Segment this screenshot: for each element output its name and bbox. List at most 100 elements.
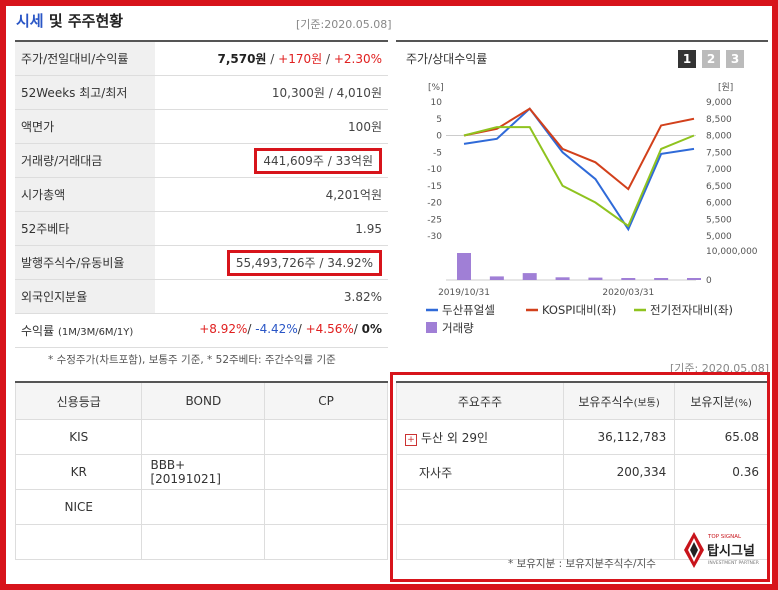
shares-header-label: 보유주식수	[578, 394, 634, 409]
volume-tick-label: 10,000,000	[706, 247, 758, 257]
holder-ratio: 65.08	[674, 419, 768, 455]
chart-page-2-button[interactable]: 2	[702, 50, 720, 68]
credit-header: 신용등급	[14, 381, 143, 420]
info-row: 수익률 (1M/3M/6M/1Y) +8.92%/ -4.42%/ +4.56%…	[15, 313, 388, 348]
credit-bond: BBB+ [20191021]	[141, 454, 266, 490]
shares-header-sub: (보통)	[633, 397, 660, 409]
credit-cp	[264, 524, 388, 560]
info-value: 10,300원 / 4,010원	[155, 75, 388, 110]
topsignal-logo-mark: TOP SIGNAL 탑시그널 INVESTMENT PARTNER	[684, 532, 759, 568]
info-value: 7,570원 / +170원 / +2.30%	[155, 40, 388, 76]
volume-bar	[457, 253, 471, 280]
change-value: +170원	[278, 52, 323, 66]
chart-page-3-button[interactable]: 3	[726, 50, 744, 68]
credit-header-row: 신용등급 BOND CP	[14, 381, 388, 420]
sep: /	[266, 52, 279, 66]
base-date: [기준:2020.05.08]	[296, 18, 392, 31]
info-row: 액면가 100원	[15, 109, 388, 144]
chart-title: 주가/상대수익률	[406, 52, 488, 66]
holder-shares: 200,334	[562, 454, 676, 490]
x-tick-label: 2020/03/31	[602, 288, 654, 298]
volume-bar	[654, 278, 669, 280]
info-label: 거래량/거래대금	[15, 143, 155, 178]
series-lines	[463, 107, 695, 232]
left-tick-label: 0	[436, 132, 442, 142]
right-axis-unit: [원]	[718, 82, 733, 93]
holder-name: 두산 외 29인	[421, 430, 489, 445]
rate-value: +2.30%	[333, 52, 382, 66]
major-shareholders-table: 주요주주 보유주식수(보통) 보유지분(%) + 두산 외 29인 36,112,…	[396, 381, 768, 560]
info-label: 52주베타	[15, 211, 155, 246]
holder-name	[396, 524, 564, 560]
return-1y: 0%	[361, 322, 382, 336]
volume-axis-ticks: 10,000,000 0	[446, 247, 758, 286]
return-6m: +4.56%	[305, 322, 354, 336]
info-row: 주가/전일대비/수익률 7,570원 / +170원 / +2.30%	[15, 40, 388, 76]
shares-header: 보유주식수(보통)	[562, 381, 676, 420]
right-tick-label: 9,000	[706, 98, 732, 108]
expand-plus-icon[interactable]: +	[405, 433, 417, 446]
info-row: 52주베타 1.95	[15, 211, 388, 246]
holders-header-row: 주요주주 보유주식수(보통) 보유지분(%)	[396, 381, 768, 420]
legend-label: 거래량	[442, 321, 474, 335]
holder-ratio: 0.36	[674, 454, 768, 490]
legend-label: 전기전자대비(좌)	[650, 303, 733, 317]
info-row: 거래량/거래대금 441,609주 / 33억원	[15, 143, 388, 178]
credit-cp	[264, 419, 388, 455]
right-tick-label: 7,000	[706, 165, 732, 175]
sep: /	[322, 52, 334, 66]
info-value: 1.95	[155, 211, 388, 246]
chart-page-1-button[interactable]: 1	[678, 50, 696, 68]
right-tick-label: 6,500	[706, 182, 732, 192]
left-tick-label: 10	[431, 98, 443, 108]
left-tick-label: -15	[427, 182, 442, 192]
returns-label-sub: (1M/3M/6M/1Y)	[57, 327, 134, 338]
info-row: 시가총액 4,201억원	[15, 177, 388, 212]
info-label: 외국인지분율	[15, 279, 155, 314]
credit-agency: KR	[14, 454, 143, 490]
relative-return-chart: [%] [원] 10 5 0 -5 -10 -15 -20 -25 -30 9,000 8,500…	[426, 82, 758, 335]
right-tick-label: 5,000	[706, 232, 732, 242]
credit-cp	[264, 489, 388, 525]
volume-bar	[621, 278, 636, 280]
info-value: 4,201억원	[155, 177, 388, 212]
holders-footnote: * 보유지분 : 보유지분주식수/지수	[508, 558, 656, 570]
title-rest: 및 주주현황	[43, 12, 124, 30]
right-tick-label: 8,500	[706, 115, 732, 125]
credit-header: CP	[264, 381, 388, 420]
topsignal-logo: TOP SIGNAL 탑시그널 INVESTMENT PARTNER	[684, 528, 764, 572]
left-axis-ticks: 10 5 0 -5 -10 -15 -20 -25 -30	[427, 98, 442, 242]
info-label: 52Weeks 최고/최저	[15, 75, 155, 110]
credit-bond	[141, 489, 266, 525]
chart-legend: 두산퓨얼셀 KOSPI대비(좌) 전기전자대비(좌) 거래량	[426, 303, 733, 335]
volume-highlight-box: 441,609주 / 33억원	[254, 148, 382, 174]
volume-bars	[457, 253, 701, 280]
price-info-table: 주가/전일대비/수익률 7,570원 / +170원 / +2.30% 52We…	[15, 40, 388, 348]
volume-tick-label: 0	[706, 276, 712, 286]
series-line	[463, 126, 695, 228]
legend-swatch	[426, 322, 437, 333]
ratio-header-label: 보유지분	[690, 394, 735, 409]
info-label: 주가/전일대비/수익률	[15, 40, 155, 76]
info-row: 외국인지분율 3.82%	[15, 279, 388, 314]
volume-bar	[522, 273, 537, 280]
logo-sub-text: INVESTMENT PARTNER	[708, 560, 759, 566]
price-value: 7,570원	[217, 52, 267, 66]
holder-name: 자사주	[396, 454, 564, 490]
volume-bar	[555, 277, 570, 280]
info-row: 52Weeks 최고/최저 10,300원 / 4,010원	[15, 75, 388, 110]
right-tick-label: 8,000	[706, 132, 732, 142]
right-tick-label: 5,500	[706, 215, 732, 225]
holder-shares: 36,112,783	[562, 419, 676, 455]
right-axis-ticks: 9,000 8,500 8,000 7,500 7,000 6,500 6,000 5,500…	[706, 98, 732, 242]
series-line	[463, 107, 695, 232]
info-label: 발행주식수/유동비율	[15, 245, 155, 280]
return-1m: +8.92%	[199, 322, 248, 336]
holder-header: 주요주주	[396, 381, 564, 420]
x-tick-label: 2019/10/31	[438, 288, 490, 298]
ratio-header-sub: (%)	[734, 397, 752, 409]
credit-row: KR BBB+ [20191021]	[14, 454, 388, 490]
logo-top-text: TOP SIGNAL	[707, 534, 742, 540]
